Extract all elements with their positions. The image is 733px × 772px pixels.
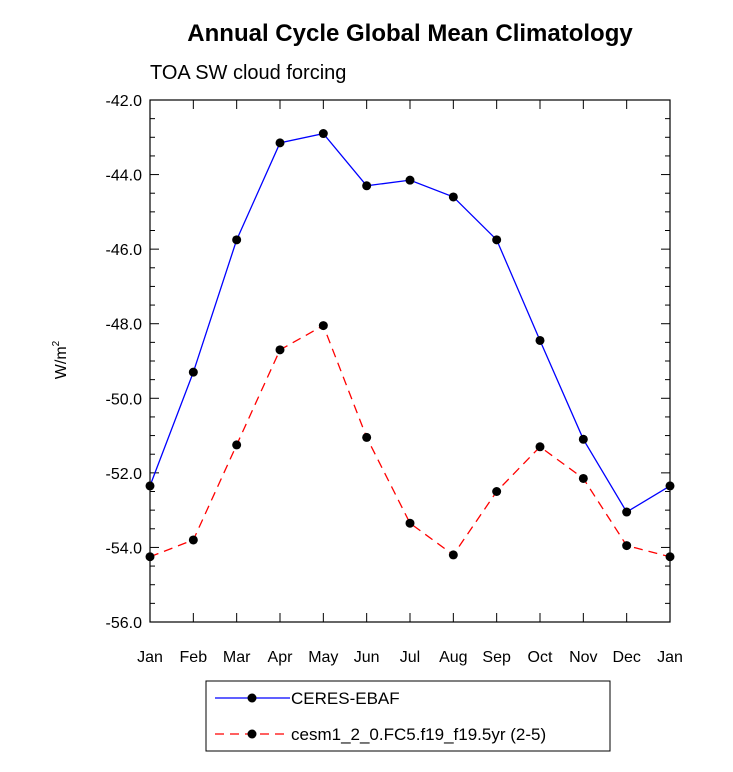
chart-title: Annual Cycle Global Mean Climatology [187,20,633,47]
y-tick-label: -46.0 [106,242,143,259]
series-layer [145,129,675,562]
y-tick-label: -50.0 [106,391,143,408]
chart-subtitle: TOA SW cloud forcing [150,62,346,84]
y-axis-label-text: W/m [53,346,70,379]
legend-marker [247,729,257,739]
svg-text:W/m2: W/m2 [51,340,70,379]
data-point [318,129,328,139]
x-tick-label: Feb [180,649,208,666]
data-point [362,432,372,442]
y-axis-label-superscript: 2 [51,340,62,346]
data-point [622,541,632,551]
data-point [232,440,242,450]
y-tick-label: -54.0 [106,540,143,557]
data-point [145,481,155,491]
y-tick-label: -42.0 [106,93,143,110]
x-tick-label: Jun [354,649,380,666]
data-point [665,481,675,491]
axes: -42.0 -44.0 -46.0 -48.0 -50.0 -52.0 -54.0 -56.0… [106,93,683,666]
data-point [232,235,242,245]
legend-marker [247,693,257,703]
data-point [405,175,415,185]
x-tick-label: Jan [657,649,683,666]
data-point [578,473,588,483]
data-point [188,367,198,377]
data-point [188,535,198,545]
data-point [275,138,285,148]
data-point [448,550,458,560]
x-tick-label: Nov [569,649,597,666]
x-tick-label: Mar [223,649,251,666]
data-point [665,552,675,562]
series-line [149,132,671,513]
legend: CERES-EBAF cesm1_2_0.FC5.f19_f19.5yr (2-5… [205,680,611,752]
legend-box [205,680,611,752]
data-point [405,518,415,528]
legend-label: CERES-EBAF [291,689,400,708]
x-tick-label: Oct [528,649,553,666]
x-tick-label: Jul [400,649,420,666]
data-point [535,335,545,345]
data-point [622,507,632,517]
y-tick-label: -48.0 [106,317,143,334]
data-point [492,487,502,496]
y-tick-label: -44.0 [106,168,143,185]
data-point [578,434,588,444]
series-ceres-ebaf [145,129,675,517]
data-point [145,552,155,562]
legend-label: cesm1_2_0.FC5.f19_f19.5yr (2-5) [291,725,546,744]
x-tick-label: Sep [482,649,511,666]
data-point [492,235,502,245]
series-cesm1 [145,321,675,562]
x-tick-label: May [308,649,338,666]
x-tick-label: Dec [612,649,640,666]
data-point [448,192,458,202]
data-point [362,181,372,191]
x-tick-label: Jan [137,649,163,666]
y-tick-label: -52.0 [106,466,143,483]
data-point [275,345,285,355]
x-tick-label: Apr [268,649,294,666]
data-point [535,442,545,452]
y-axis-label: W/m2 [51,340,70,379]
data-point [318,321,328,331]
x-tick-label: Aug [439,649,467,666]
y-tick-label: -56.0 [106,615,143,632]
